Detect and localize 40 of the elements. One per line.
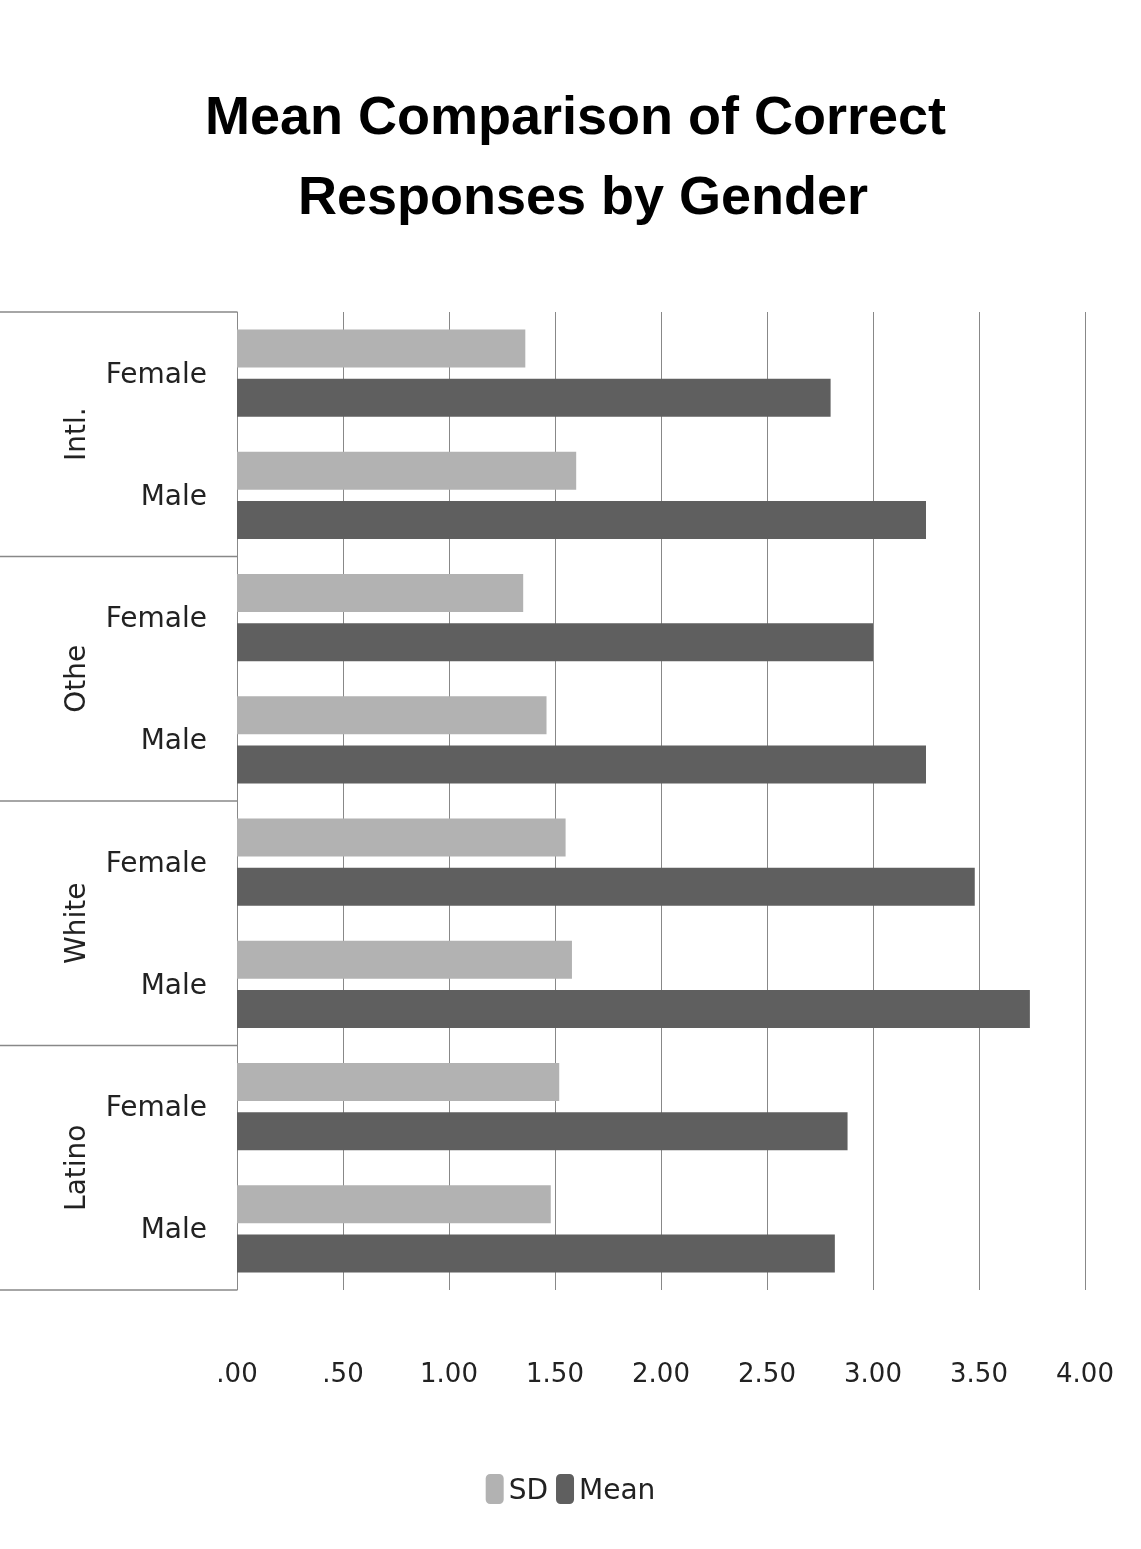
bar: [237, 329, 526, 368]
bar: [237, 745, 926, 784]
y-tick-label: Male: [140, 723, 207, 757]
legend-label: SD: [508, 1472, 549, 1506]
bar: [237, 1112, 848, 1151]
bar: [237, 1185, 551, 1224]
bar: [237, 940, 572, 979]
x-tick-label: 1.00: [420, 1358, 478, 1388]
y-tick-label: Male: [140, 1212, 207, 1246]
chart-title: Mean Comparison of Correct Responses by Gender: [204, 85, 962, 225]
bar: [237, 696, 547, 735]
text: Latino: [58, 1124, 92, 1211]
bar: [237, 1234, 835, 1273]
y-tick-label: Female: [105, 356, 207, 390]
bar: [237, 1062, 560, 1101]
x-tick-label: .50: [322, 1358, 364, 1388]
x-tick-label: .00: [216, 1358, 258, 1388]
x-tick-label: 3.50: [950, 1358, 1008, 1388]
y-tick-label: Male: [140, 478, 207, 512]
bar: [237, 867, 975, 906]
x-tick-label: 1.50: [526, 1358, 584, 1388]
x-tick-label: 4.00: [1056, 1358, 1114, 1388]
x-tick-label: 3.00: [844, 1358, 902, 1388]
bar: [237, 378, 831, 417]
bar: [237, 623, 873, 662]
legend-label: Mean: [579, 1472, 656, 1506]
bar: [237, 451, 577, 490]
y-tick-label: Male: [140, 967, 207, 1001]
x-tick-label: 2.00: [632, 1358, 690, 1388]
text: Intl.: [58, 407, 92, 462]
bar: [237, 818, 566, 857]
y-tick-label: Female: [105, 1090, 207, 1124]
x-tick-label: 2.50: [738, 1358, 796, 1388]
text: White: [58, 882, 92, 964]
y-tick-label: Female: [105, 845, 207, 879]
text: Othe: [58, 644, 92, 713]
bar: [237, 990, 1030, 1029]
bar: [237, 501, 926, 540]
bar: [237, 573, 524, 612]
y-tick-label: Female: [105, 601, 207, 635]
